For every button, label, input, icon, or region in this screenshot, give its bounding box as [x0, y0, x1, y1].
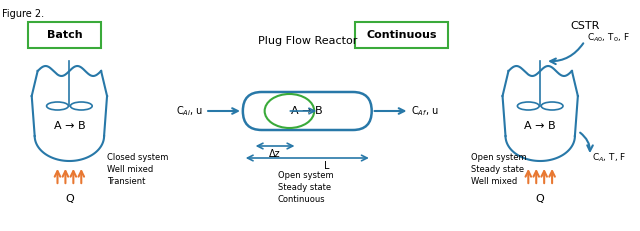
Text: Open system: Open system	[278, 171, 333, 180]
Text: C$_{Ai}$, u: C$_{Ai}$, u	[176, 104, 203, 118]
Text: Well mixed: Well mixed	[107, 165, 154, 174]
Text: A → B: A → B	[291, 106, 323, 116]
Text: C$_{A0}$, T$_0$, F: C$_{A0}$, T$_0$, F	[587, 32, 630, 44]
Text: Steady state: Steady state	[278, 183, 331, 192]
Text: Continuous: Continuous	[278, 195, 325, 204]
Text: Steady state: Steady state	[471, 165, 524, 174]
Text: A → B: A → B	[54, 121, 85, 131]
Text: A → B: A → B	[524, 121, 556, 131]
Text: Open system: Open system	[471, 154, 527, 162]
FancyBboxPatch shape	[355, 22, 448, 48]
Text: Q: Q	[65, 194, 74, 204]
Text: Q: Q	[536, 194, 545, 204]
Text: C$_A$, T, F: C$_A$, T, F	[592, 152, 626, 164]
FancyBboxPatch shape	[243, 92, 372, 130]
Text: L: L	[324, 161, 330, 171]
Text: Transient: Transient	[107, 177, 145, 186]
Text: CSTR: CSTR	[570, 21, 600, 31]
Text: Well mixed: Well mixed	[471, 177, 517, 186]
Text: Δz: Δz	[269, 149, 281, 159]
Text: Batch: Batch	[47, 30, 83, 40]
Text: Plug Flow Reactor: Plug Flow Reactor	[257, 36, 357, 46]
Text: Continuous: Continuous	[366, 30, 436, 40]
FancyBboxPatch shape	[28, 22, 101, 48]
Text: Closed system: Closed system	[107, 154, 168, 162]
Text: C$_{Af}$, u: C$_{Af}$, u	[412, 104, 439, 118]
Text: Figure 2.: Figure 2.	[2, 9, 44, 19]
